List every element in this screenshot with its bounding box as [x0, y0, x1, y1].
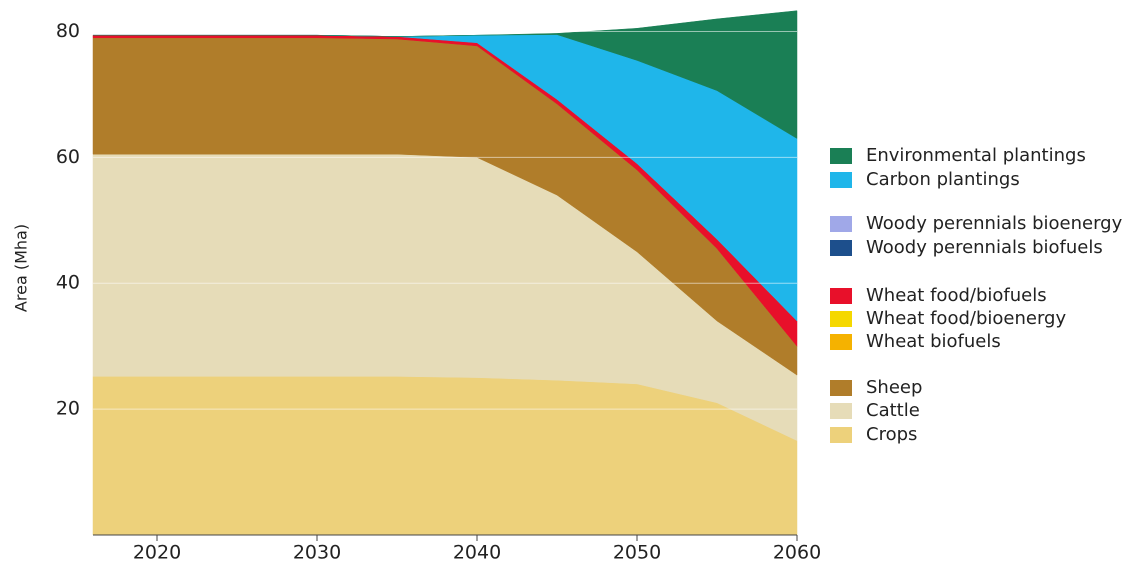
legend-swatch: [830, 240, 852, 256]
area: [93, 10, 798, 139]
legend-label: Sheep: [866, 377, 922, 398]
x-tick-label: 2060: [773, 542, 821, 564]
legend-label: Carbon plantings: [866, 169, 1020, 190]
legend-swatch: [830, 148, 852, 164]
legend-swatch: [830, 288, 852, 304]
legend-label: Wheat food/biofuels: [866, 285, 1047, 306]
legend-swatch: [830, 216, 852, 232]
legend-swatch: [830, 172, 852, 188]
legend-label: Wheat biofuels: [866, 331, 1001, 352]
legend-label: Crops: [866, 424, 917, 445]
y-tick-label: 20: [56, 398, 80, 420]
x-tick-label: 2050: [613, 542, 661, 564]
legend-swatch: [830, 403, 852, 419]
y-axis-label: Area (Mha): [12, 224, 31, 312]
legend-swatch: [830, 334, 852, 350]
area: [92, 376, 798, 536]
y-tick-label: 40: [56, 272, 80, 294]
x-tick-label: 2040: [453, 542, 501, 564]
legend-label: Wheat food/bioenergy: [866, 308, 1066, 329]
x-tick-label: 2030: [293, 542, 341, 564]
legend-label: Woody perennials bioenergy: [866, 213, 1123, 234]
legend-swatch: [830, 380, 852, 396]
y-tick-label: 60: [56, 146, 80, 168]
legend-swatch: [830, 427, 852, 443]
legend-swatch: [830, 311, 852, 327]
legend-label: Environmental plantings: [866, 145, 1086, 166]
y-tick-label: 80: [56, 20, 80, 42]
legend-label: Cattle: [866, 400, 920, 421]
legend-label: Woody perennials biofuels: [866, 237, 1103, 258]
x-tick-label: 2020: [133, 542, 181, 564]
